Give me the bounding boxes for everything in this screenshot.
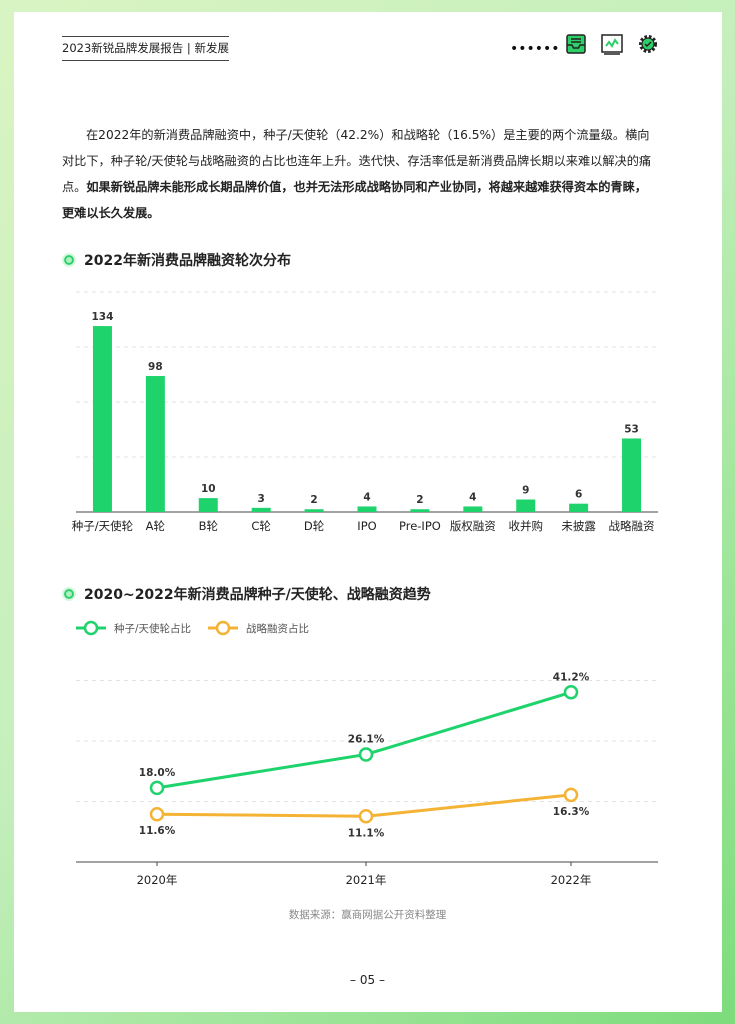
funding-rounds-bar-chart: 134 种子/天使轮 98 A轮 10 B轮 3 C轮 2 D轮 4 IPO 2 Pre-IPO 4 版权融资… <box>72 291 658 533</box>
data-point <box>563 787 579 803</box>
line-chart-title: 2020~2022年新消费品牌种子/天使轮、战略融资趋势 <box>84 587 431 603</box>
bar <box>516 499 536 512</box>
bullet-dot-icon <box>62 587 76 601</box>
bar-value-label: 53 <box>624 423 639 435</box>
bar <box>463 506 483 512</box>
bar <box>304 509 324 512</box>
x-tick-label: C轮 <box>251 519 271 533</box>
x-tick-label: 战略融资 <box>609 519 655 533</box>
bar-value-label: 4 <box>469 491 476 503</box>
data-label: 26.1% <box>348 733 385 745</box>
x-tick-label: 种子/天使轮 <box>72 519 134 533</box>
bar <box>198 498 218 512</box>
data-point <box>149 780 165 796</box>
report-header-title: 2023新锐品牌发展报告 | 新发展 <box>62 36 229 61</box>
data-label: 18.0% <box>139 767 176 779</box>
data-point <box>149 806 165 822</box>
gear-check-icon[interactable] <box>636 32 660 56</box>
bullet-dot-icon <box>62 253 76 267</box>
monitor-chart-icon[interactable] <box>600 32 624 56</box>
x-tick-label: 2021年 <box>346 873 387 887</box>
bar <box>145 376 165 512</box>
x-tick-label: Pre-IPO <box>399 519 441 533</box>
intro-text: 在2022年的新消费品牌融资中，种子/天使轮（42.2%）和战略轮（16.5%）… <box>62 128 652 194</box>
bar-value-label: 4 <box>363 491 370 503</box>
legend-marker <box>83 620 99 636</box>
x-tick-label: 2020年 <box>137 873 178 887</box>
legend-label: 种子/天使轮占比 <box>114 622 191 635</box>
inbox-icon[interactable] <box>564 32 588 56</box>
bar-value-label: 134 <box>91 311 113 323</box>
data-label: 41.2% <box>553 671 590 683</box>
bar-chart-heading: 2022年新消费品牌融资轮次分布 <box>62 250 291 270</box>
x-tick-label: IPO <box>357 519 376 533</box>
data-label: 11.6% <box>139 825 176 837</box>
intro-paragraph: 在2022年的新消费品牌融资中，种子/天使轮（42.2%）和战略轮（16.5%）… <box>62 122 658 226</box>
page-number: – 05 – <box>350 973 385 987</box>
bar <box>569 503 589 512</box>
intro-bold-text: 如果新锐品牌未能形成长期品牌价值，也并无法形成战略协同和产业协同，将越来越难获得… <box>62 180 647 220</box>
bar <box>357 506 377 512</box>
bar <box>410 509 430 512</box>
data-label: 11.1% <box>348 827 385 839</box>
x-tick-label: B轮 <box>199 519 219 533</box>
bar-chart-title: 2022年新消费品牌融资轮次分布 <box>84 253 291 269</box>
bar-value-label: 3 <box>258 493 265 505</box>
data-point <box>358 747 374 762</box>
line-chart-heading: 2020~2022年新消费品牌种子/天使轮、战略融资趋势 <box>62 584 431 604</box>
x-tick-label: A轮 <box>146 519 166 533</box>
x-tick-label: D轮 <box>304 519 325 533</box>
x-tick-label: 收并购 <box>508 519 543 533</box>
bar-value-label: 2 <box>416 494 423 506</box>
bar-value-label: 98 <box>148 361 163 373</box>
bar-value-label: 6 <box>575 489 582 501</box>
data-source: 数据来源：赢商网据公开资料整理 <box>288 909 447 921</box>
x-tick-label: 未披露 <box>561 519 596 533</box>
x-tick-label: 2022年 <box>551 873 592 887</box>
bar-value-label: 9 <box>522 485 529 497</box>
bar <box>251 507 271 512</box>
legend-marker <box>215 620 231 636</box>
legend-label: 战略融资占比 <box>246 622 309 635</box>
bar <box>92 326 112 512</box>
bar-value-label: 2 <box>310 494 317 506</box>
data-label: 16.3% <box>553 806 590 818</box>
bar <box>622 438 642 512</box>
header-dots: •••••• <box>510 41 560 57</box>
funding-trend-line-chart: 种子/天使轮占比 战略融资占比 2020年 2021年 2022年 18.0% 26.1% 4… <box>76 620 658 887</box>
data-point <box>358 809 374 824</box>
x-tick-label: 版权融资 <box>450 519 496 533</box>
bar-value-label: 10 <box>201 483 216 495</box>
data-point <box>563 685 579 700</box>
